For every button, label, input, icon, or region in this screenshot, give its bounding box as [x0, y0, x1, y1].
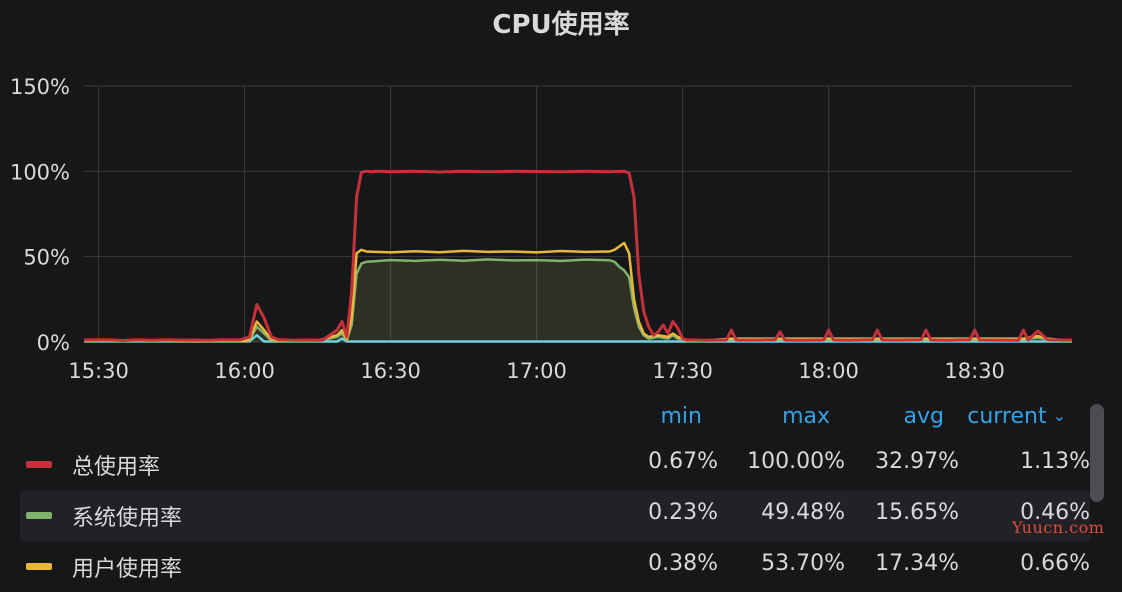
legend-value-max: 53.70%: [761, 551, 845, 576]
legend-series-name[interactable]: 用户使用率: [72, 557, 183, 582]
legend-value-current: 0.46%: [1020, 500, 1090, 525]
legend-value-max: 49.48%: [761, 500, 845, 525]
legend-color-swatch[interactable]: [26, 512, 52, 519]
legend-value-avg: 32.97%: [875, 449, 959, 474]
chevron-down-icon[interactable]: ⌄: [1052, 406, 1066, 425]
legend-header-min[interactable]: min: [660, 404, 703, 429]
y-tick-label: 50%: [23, 246, 70, 270]
series-layer: [84, 169, 1072, 343]
cpu-usage-chart: 0% 50% 100% 150% 15:30 16:00 16:30 17:00 17:30 18…: [10, 75, 1072, 383]
legend-header-current[interactable]: current ⌄: [967, 404, 1066, 429]
legend-series-name[interactable]: 系统使用率: [72, 506, 183, 531]
x-tick-label: 18:00: [798, 359, 859, 383]
y-tick-label: 100%: [10, 160, 70, 184]
legend-value-current: 0.66%: [1020, 551, 1090, 576]
axes: 0% 50% 100% 150% 15:30 16:00 16:30 17:00 17:30 18…: [10, 75, 1005, 383]
legend-header-current-label[interactable]: current: [967, 404, 1047, 429]
legend-row[interactable]: 总使用率 0.67% 100.00% 32.97% 1.13%: [20, 440, 1090, 490]
legend-value-max: 100.00%: [747, 449, 845, 474]
legend-value-current: 1.13%: [1020, 449, 1090, 474]
legend-value-min: 0.23%: [648, 500, 718, 525]
legend-value-avg: 15.65%: [875, 500, 959, 525]
panel-title: CPU使用率: [492, 10, 630, 40]
legend-row[interactable]: 系统使用率 0.23% 49.48% 15.65% 0.46%: [20, 491, 1090, 541]
legend-header-avg[interactable]: avg: [903, 404, 944, 429]
legend-value-min: 0.38%: [648, 551, 718, 576]
x-tick-label: 16:00: [214, 359, 275, 383]
legend-color-swatch[interactable]: [26, 461, 52, 468]
x-tick-label: 18:30: [944, 359, 1005, 383]
series-fill-1: [84, 259, 1072, 342]
x-tick-label: 17:30: [652, 359, 713, 383]
legend-value-avg: 17.34%: [875, 551, 959, 576]
legend-series-name[interactable]: 总使用率: [72, 455, 161, 480]
x-tick-label: 15:30: [68, 359, 129, 383]
y-tick-label: 0%: [37, 331, 70, 355]
x-tick-label: 16:30: [360, 359, 421, 383]
legend-header-max[interactable]: max: [782, 404, 830, 429]
legend-value-min: 0.67%: [648, 449, 718, 474]
watermark: Yuucn.com: [1012, 518, 1105, 537]
series-line-0: [84, 169, 1072, 342]
legend-color-swatch[interactable]: [26, 563, 52, 570]
legend-row[interactable]: 用户使用率 0.38% 53.70% 17.34% 0.66%: [20, 542, 1090, 592]
legend-scrollbar[interactable]: [1090, 404, 1104, 502]
y-tick-label: 150%: [10, 75, 70, 99]
x-tick-label: 17:00: [506, 359, 567, 383]
